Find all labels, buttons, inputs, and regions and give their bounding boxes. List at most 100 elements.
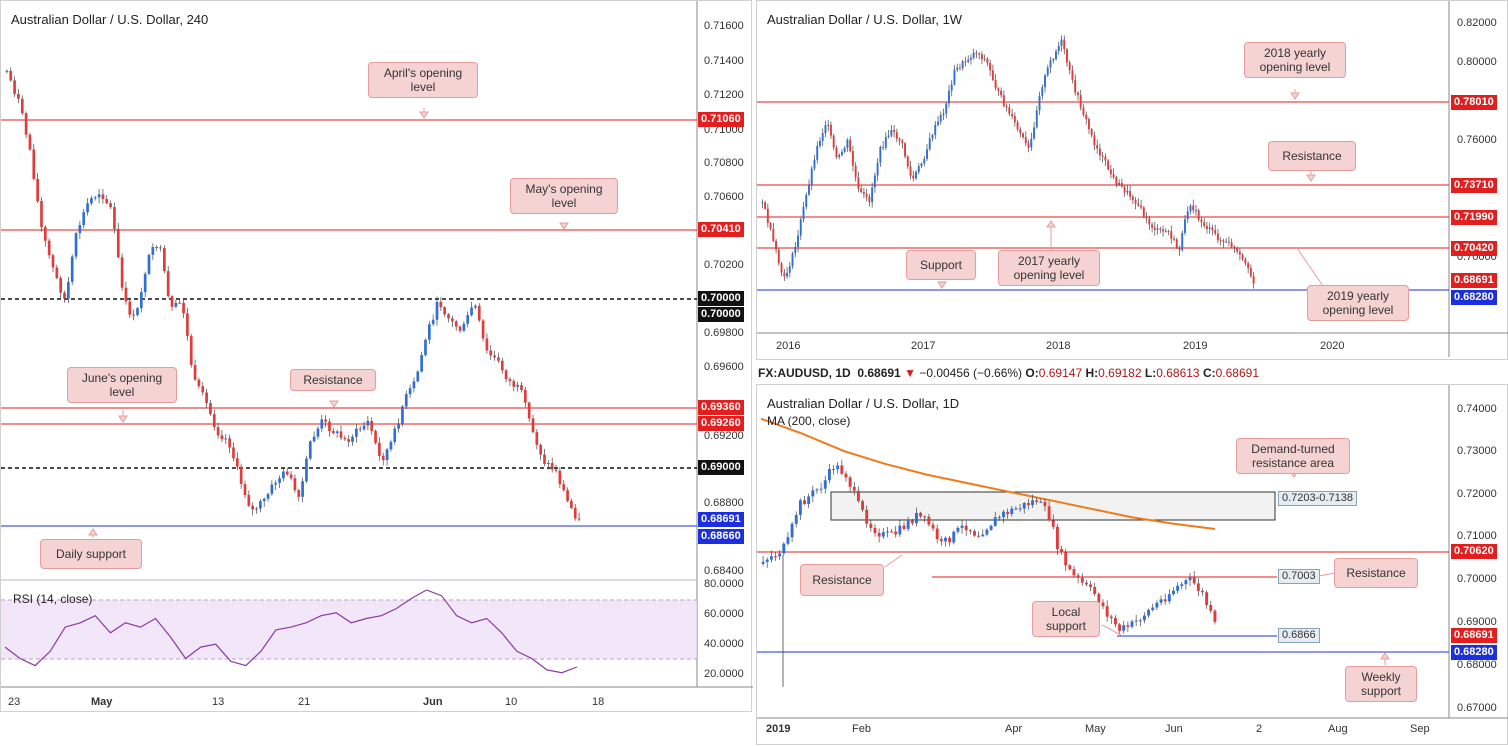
h4-candle — [331, 431, 335, 434]
h4-candle — [416, 371, 420, 382]
weekly-candle — [1189, 205, 1192, 212]
daily-candle — [993, 517, 997, 526]
weekly-candle — [1071, 70, 1074, 80]
daily-candle — [1022, 503, 1026, 509]
weekly-candle — [786, 272, 788, 277]
weekly-candle — [1123, 186, 1126, 193]
weekly-candle — [983, 58, 986, 60]
box-label-resistance: 0.7003 — [1278, 569, 1320, 584]
h4-candle — [424, 339, 427, 356]
daily-candle — [894, 531, 898, 535]
daily-candle — [927, 516, 931, 525]
daily-candle — [848, 477, 852, 487]
weekly-chart-canvas[interactable] — [757, 1, 1508, 361]
weekly-candle — [791, 253, 794, 267]
daily-candle — [1209, 604, 1213, 611]
weekly-candle — [1024, 137, 1027, 144]
weekly-candle — [1175, 239, 1178, 248]
weekly-candle — [937, 121, 939, 125]
h4-candle — [477, 305, 481, 321]
weekly-candle — [1241, 254, 1244, 260]
weekly-candle — [816, 145, 819, 160]
h4-candle — [224, 438, 228, 440]
daily-candle — [989, 525, 993, 530]
daily-candle — [1163, 599, 1167, 602]
h4-candle — [527, 402, 531, 419]
weekly-candle — [1230, 242, 1233, 247]
weekly-candle — [1162, 229, 1164, 232]
daily-candle — [1101, 602, 1105, 607]
weekly-candle — [840, 151, 843, 155]
h4-candle — [566, 490, 569, 501]
daily-low: 0.68613 — [1156, 366, 1200, 380]
h4-candle — [109, 203, 112, 208]
weekly-candle — [942, 113, 945, 116]
weekly-candle — [1140, 205, 1143, 208]
h4-candle — [516, 385, 519, 387]
daily-last-close: 0.68691 — [857, 366, 901, 380]
h4-candle — [251, 505, 255, 510]
h4-candle — [301, 481, 304, 497]
h4-candle — [427, 324, 431, 340]
open-label: O: — [1025, 366, 1039, 380]
h4-candle — [136, 308, 139, 315]
x-tick: Jun — [1165, 723, 1183, 735]
daily-candle — [1147, 610, 1151, 616]
h4-candle — [474, 305, 477, 308]
daily-chart-canvas[interactable] — [757, 385, 1508, 746]
daily-candle — [1018, 508, 1022, 510]
daily-candle — [902, 525, 906, 529]
y-tick: 0.70600 — [704, 191, 744, 203]
y-tick: 0.74000 — [1457, 403, 1497, 415]
h4-candle — [420, 355, 423, 372]
daily-candle — [1089, 584, 1093, 587]
h4-chart-title: Australian Dollar / U.S. Dollar, 240 — [11, 12, 209, 27]
h4-candle — [485, 338, 489, 351]
weekly-candle — [906, 156, 909, 167]
daily-candle — [774, 556, 777, 558]
weekly-candle — [1222, 240, 1225, 242]
note-arrow-head — [559, 222, 569, 230]
h4-candle — [358, 428, 362, 430]
daily-candle — [906, 520, 910, 529]
weekly-candle — [1016, 122, 1019, 130]
weekly-candle — [989, 62, 992, 71]
daily-candle — [761, 561, 765, 564]
h4-candle — [59, 278, 63, 293]
weekly-candle — [1093, 135, 1096, 146]
h4-candle — [40, 200, 43, 228]
h4-candle — [297, 490, 301, 497]
note-arrow — [1101, 624, 1122, 636]
h4-candle — [51, 255, 55, 268]
h4-candle — [431, 319, 435, 325]
weekly-candle — [799, 219, 802, 236]
daily-candle — [1113, 618, 1117, 625]
weekly-candle — [1194, 210, 1197, 212]
weekly-candle — [1109, 169, 1112, 175]
weekly-candle — [1153, 227, 1156, 230]
h4-candle — [124, 287, 128, 302]
rsi-y-tick: 20.0000 — [704, 668, 744, 680]
daily-candle — [1172, 590, 1175, 595]
daily-candle — [827, 469, 831, 481]
h4-candle — [508, 379, 512, 382]
h4-candle — [163, 248, 166, 272]
h4-chart-panel[interactable]: Australian Dollar / U.S. Dollar, 240 RSI… — [0, 0, 753, 713]
h4-candle — [13, 80, 16, 94]
daily-candle — [811, 490, 815, 497]
h4-candle — [558, 470, 562, 485]
h4-candle — [404, 394, 408, 407]
rsi-title: RSI (14, close) — [13, 592, 93, 606]
price-tag: 0.68691 — [1451, 273, 1497, 288]
h4-chart-canvas[interactable] — [1, 1, 753, 713]
daily-candle — [865, 509, 869, 524]
weekly-candle — [956, 67, 959, 70]
weekly-candle — [1167, 230, 1170, 232]
y-tick: 0.68800 — [704, 497, 744, 509]
weekly-candle — [1052, 59, 1055, 61]
note-2019-yearly-opening: 2019 yearly opening level — [1307, 285, 1409, 321]
x-tick: 2019 — [1183, 340, 1208, 352]
price-tag: 0.69360 — [698, 400, 744, 415]
y-tick: 0.70200 — [704, 259, 744, 271]
weekly-candle — [915, 171, 917, 179]
